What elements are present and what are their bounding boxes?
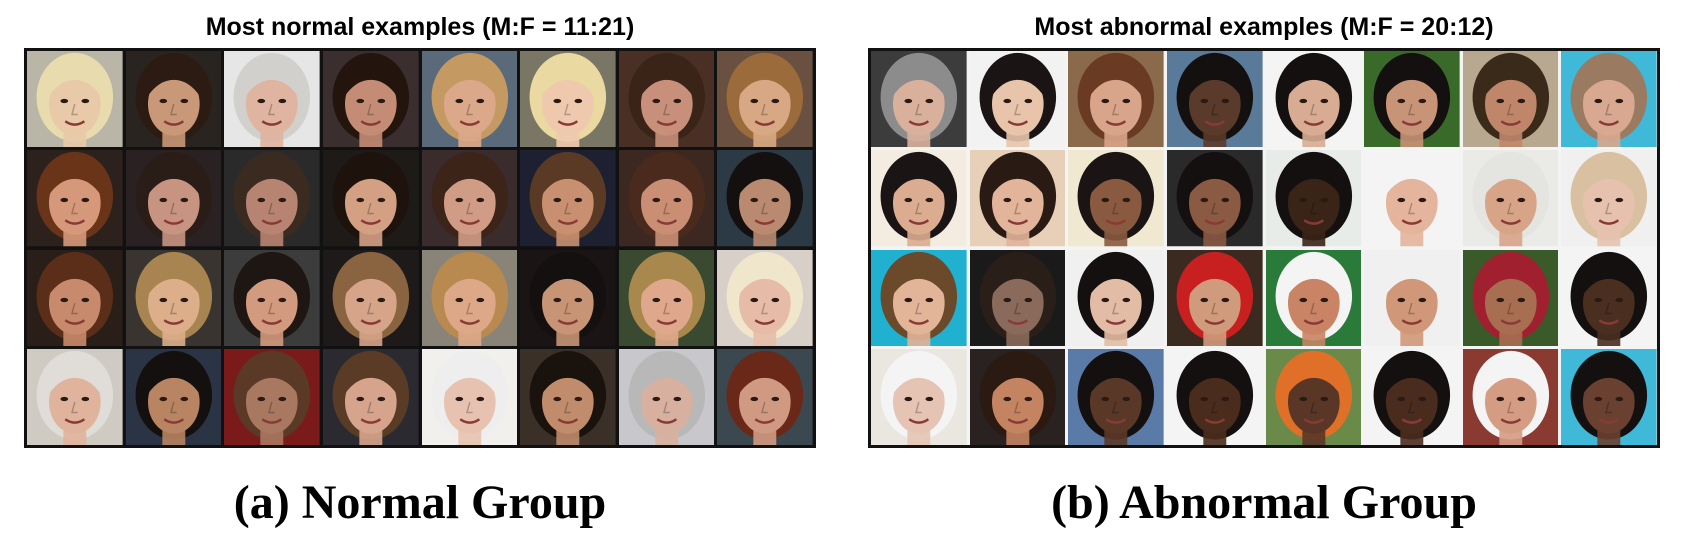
abnormal-face-image [1265, 249, 1362, 346]
normal-face-image [421, 249, 518, 346]
normal-face-image [520, 348, 616, 445]
abnormal-face-image [1364, 249, 1460, 346]
abnormal-face-image [1462, 150, 1559, 247]
normal-face-image [618, 51, 715, 148]
abnormal-face-image [969, 348, 1066, 445]
normal-face-image [618, 348, 715, 445]
normal-face-image [27, 348, 123, 445]
normal-examples-panel: Most normal examples (M:F = 11:21) [24, 12, 816, 448]
normal-face-image [421, 348, 518, 445]
normal-face-image [421, 150, 518, 247]
abnormal-face-image [1364, 51, 1460, 148]
abnormal-face-image [1561, 249, 1657, 346]
abnormal-face-image [1462, 249, 1559, 346]
abnormal-face-image [1462, 51, 1559, 148]
abnormal-examples-panel: Most abnormal examples (M:F = 20:12) [868, 12, 1660, 448]
abnormal-face-image [871, 150, 967, 247]
abnormal-face-image [1265, 51, 1362, 148]
abnormal-face-grid [868, 48, 1660, 448]
abnormal-face-image [1068, 348, 1164, 445]
normal-face-image [717, 51, 813, 148]
abnormal-face-image [1166, 348, 1263, 445]
normal-face-image [717, 348, 813, 445]
abnormal-face-image [969, 51, 1066, 148]
normal-face-image [27, 51, 123, 148]
abnormal-face-image [1166, 249, 1263, 346]
normal-face-image [27, 249, 123, 346]
abnormal-face-image [1364, 150, 1460, 247]
abnormal-face-image [969, 249, 1066, 346]
normal-face-image [125, 348, 222, 445]
normal-face-image [322, 51, 419, 148]
abnormal-group-caption: (b) Abnormal Group [1051, 476, 1477, 529]
abnormal-face-image [1462, 348, 1559, 445]
abnormal-face-image [1561, 51, 1657, 148]
normal-face-image [125, 51, 222, 148]
abnormal-face-image [1068, 249, 1164, 346]
abnormal-face-image [1166, 150, 1263, 247]
abnormal-face-image [871, 249, 967, 346]
abnormal-face-image [1068, 150, 1164, 247]
normal-grid-title: Most normal examples (M:F = 11:21) [205, 13, 635, 41]
normal-face-image [224, 150, 320, 247]
normal-face-image [224, 249, 320, 346]
abnormal-face-image [969, 150, 1066, 247]
abnormal-face-image [871, 51, 967, 148]
normal-face-image [322, 150, 419, 247]
normal-face-image [224, 348, 320, 445]
abnormal-face-image [1561, 150, 1657, 247]
normal-face-image [717, 150, 813, 247]
abnormal-face-image [1364, 348, 1460, 445]
abnormal-face-image [1068, 51, 1164, 148]
normal-face-image [27, 150, 123, 247]
normal-face-image [421, 51, 518, 148]
abnormal-face-image [1265, 348, 1362, 445]
normal-face-image [520, 150, 616, 247]
normal-group-caption: (a) Normal Group [233, 476, 607, 529]
abnormal-face-image [1561, 348, 1657, 445]
normal-face-image [125, 150, 222, 247]
normal-face-image [618, 150, 715, 247]
normal-face-image [717, 249, 813, 346]
abnormal-face-image [871, 348, 967, 445]
normal-face-image [322, 348, 419, 445]
abnormal-grid-title: Most abnormal examples (M:F = 20:12) [1034, 13, 1494, 41]
normal-face-image [520, 51, 616, 148]
normal-face-grid [24, 48, 816, 448]
abnormal-face-image [1265, 150, 1362, 247]
abnormal-face-image [1166, 51, 1263, 148]
normal-face-image [520, 249, 616, 346]
normal-face-image [618, 249, 715, 346]
normal-face-image [125, 249, 222, 346]
normal-face-image [322, 249, 419, 346]
normal-face-image [224, 51, 320, 148]
